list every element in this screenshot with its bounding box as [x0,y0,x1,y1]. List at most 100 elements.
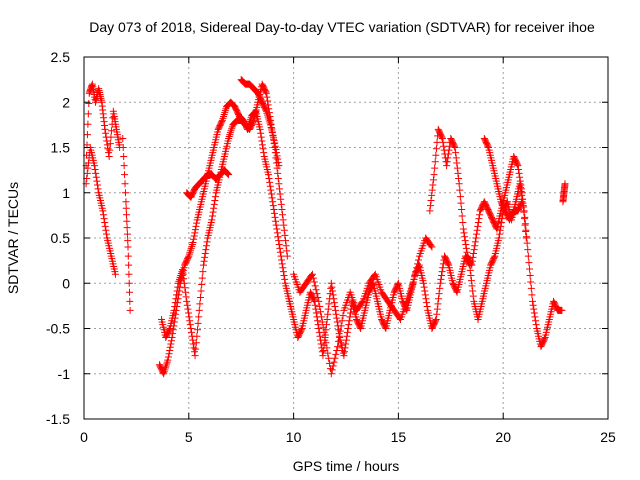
data-point [412,268,420,276]
data-point [437,275,445,283]
data-point [469,253,477,261]
data-point [126,288,134,296]
data-point [432,151,440,159]
data-point [315,297,323,305]
y-tick-label: 1 [62,185,70,201]
data-point [191,229,199,237]
data-point [107,133,115,141]
data-point [435,290,443,298]
data-point [183,301,191,309]
data-point [167,337,175,345]
data-point [189,336,197,344]
data-point [444,260,452,268]
data-point [435,295,443,303]
data-point [432,145,440,153]
data-point [331,303,339,311]
data-point [427,197,435,205]
data-point [410,275,418,283]
data-point [84,120,92,128]
data-point [105,153,113,161]
data-point [125,279,133,287]
x-tick-label: 20 [495,429,511,445]
data-point [496,226,504,234]
data-point [428,186,436,194]
data-point [473,226,481,234]
data-point [125,270,133,278]
data-point [451,144,459,151]
data-point [474,222,482,230]
data-point [185,313,193,321]
data-point [453,164,461,172]
data-point [278,256,286,264]
data-point [433,138,441,146]
data-point [329,291,337,299]
data-point [269,202,277,210]
data-point [102,230,110,238]
data-point [193,326,201,334]
data-point [336,327,344,335]
data-point [476,211,484,219]
data-point [277,200,285,208]
data-point [101,125,109,133]
data-point [333,346,341,354]
data-point [123,230,131,238]
data-point [201,250,209,258]
data-point [338,317,346,325]
data-point [92,169,100,177]
data-point [457,199,465,207]
data-point [102,226,110,234]
data-point [276,248,284,256]
data-point [85,100,93,108]
data-point [459,218,467,226]
data-point [443,162,451,170]
data-point [344,325,352,332]
data-point [324,310,332,318]
data-point [194,319,202,327]
data-point [458,206,466,214]
data-point [532,317,540,325]
y-tick-label: 0 [62,275,70,291]
data-point [517,185,525,193]
data-point [179,266,187,274]
data-point [409,279,417,287]
data-point [460,229,468,237]
data-point [343,328,351,336]
data-point [527,284,535,292]
data-point [266,178,274,186]
data-point [93,181,101,189]
data-point [273,152,281,160]
data-point [456,193,464,201]
data-point [333,314,341,322]
data-point [182,293,190,301]
data-point [190,232,198,240]
data-point [473,230,481,238]
data-point [394,281,402,289]
data-point [168,334,176,342]
data-point [420,279,428,287]
data-point [106,140,114,148]
data-point [332,350,340,358]
data-point [122,204,130,212]
data-point [318,318,326,326]
data-point [202,242,210,250]
data-point [163,358,171,366]
data-point [272,145,280,153]
data-point [187,328,195,336]
data-point [523,239,531,247]
data-point [183,297,191,305]
data-point [518,189,526,197]
data-point [266,182,274,190]
data-point [396,314,404,322]
data-point [452,149,460,157]
data-point [93,177,101,185]
data-point [187,325,195,332]
data-point [196,300,204,308]
data-point [469,287,477,295]
data-point [275,180,283,188]
data-point [186,317,194,325]
data-point [322,339,330,347]
data-point [308,270,316,278]
data-point [165,350,173,358]
data-point [274,233,282,241]
data-point [427,242,435,250]
